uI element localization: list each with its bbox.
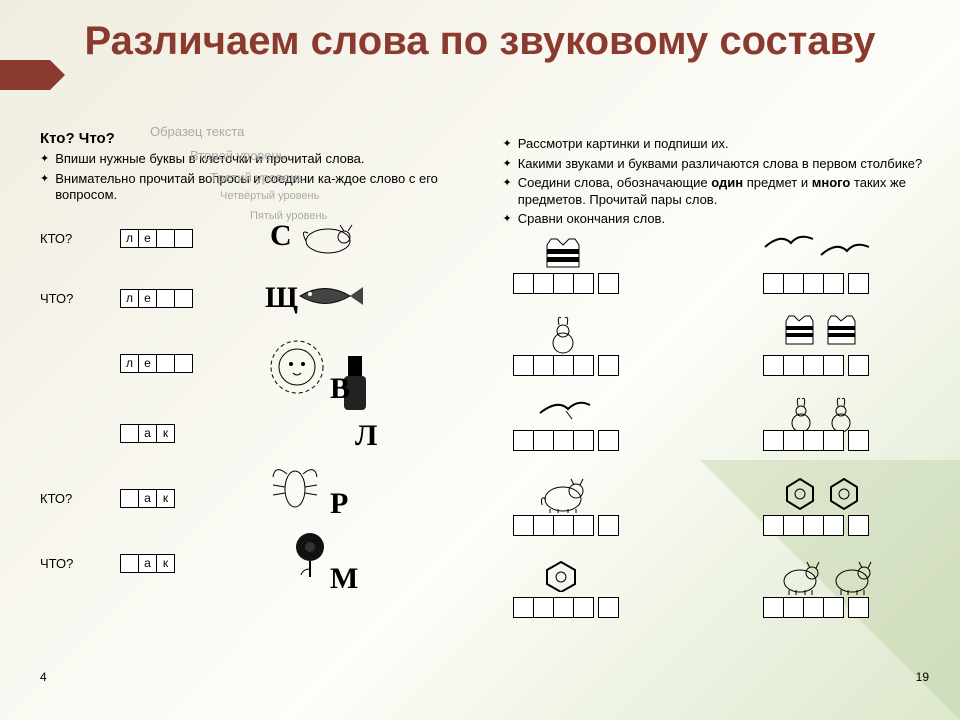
instruction-line: ✦Впиши нужные буквы в клеточки и прочита… — [40, 151, 473, 169]
letter-boxes[interactable]: ле — [120, 229, 193, 248]
hint-letter: Щ — [265, 281, 298, 315]
letter-boxes[interactable]: ле — [120, 354, 193, 373]
seagull-icon — [538, 395, 593, 428]
page-number-right: 19 — [916, 670, 929, 684]
nut-icon — [543, 560, 579, 595]
left-column: Образец текста Второй уровень Третий уро… — [40, 130, 473, 694]
letter-boxes[interactable]: ле — [120, 289, 193, 308]
question-word: ЧТО? — [40, 556, 73, 571]
content-columns: Образец текста Второй уровень Третий уро… — [0, 130, 960, 694]
arrow-marker-icon — [0, 60, 50, 90]
question-word: ЧТО? — [40, 291, 73, 306]
huskies-icon — [778, 555, 878, 600]
crayfish-icon — [265, 459, 325, 517]
page-number-left: 4 — [40, 670, 47, 684]
answer-boxes[interactable] — [513, 355, 619, 376]
right-column: ✦Рассмотри картинки и подпиши их. ✦Какими… — [503, 130, 936, 694]
answer-boxes[interactable] — [763, 515, 869, 536]
page-title: Различаем слова по звуковому составу — [0, 18, 960, 64]
lion-icon — [265, 339, 330, 402]
instruction-line: ✦Рассмотри картинки и подпиши их. — [503, 136, 936, 154]
fox-icon — [300, 219, 360, 262]
hint-letter: В — [330, 372, 350, 406]
instruction-line: ✦Соедини слова, обозначающие один предме… — [503, 175, 936, 209]
left-heading: Кто? Что? — [40, 130, 473, 147]
instruction-line: ✦Внимательно прочитай вопросы и соедини … — [40, 171, 473, 205]
answer-boxes[interactable] — [513, 273, 619, 294]
left-exercise: КТО? ле С ЧТО? ле Щле Вак Л КТО? ак Р ЧТО? ак М — [40, 214, 473, 694]
right-instructions: ✦Рассмотри картинки и подпиши их. ✦Какими… — [503, 136, 936, 229]
instruction-line: ✦Какими звуками и буквами различаются сл… — [503, 156, 936, 174]
answer-boxes[interactable] — [763, 430, 869, 451]
nuts-icon — [783, 477, 863, 514]
answer-boxes[interactable] — [763, 355, 869, 376]
letter-boxes[interactable]: ак — [120, 554, 175, 573]
poppy-icon — [285, 529, 335, 582]
shirt-icon — [543, 235, 583, 273]
answer-boxes[interactable] — [513, 430, 619, 451]
hint-letter: М — [330, 562, 358, 596]
answer-boxes[interactable] — [513, 515, 619, 536]
shirts-icon — [783, 310, 863, 353]
letter-boxes[interactable]: ак — [120, 489, 175, 508]
answer-boxes[interactable] — [513, 597, 619, 618]
letter-boxes[interactable]: ак — [120, 424, 175, 443]
hint-letter: С — [270, 219, 292, 253]
husky-icon — [538, 475, 588, 518]
fish-icon — [295, 279, 365, 317]
title-row: Различаем слова по звуковому составу — [0, 0, 960, 130]
question-word: КТО? — [40, 231, 72, 246]
seagulls-icon — [763, 227, 873, 270]
answer-boxes[interactable] — [763, 597, 869, 618]
right-exercise — [503, 235, 936, 675]
left-instructions: ✦Впиши нужные буквы в клеточки и прочита… — [40, 151, 473, 204]
answer-boxes[interactable] — [763, 273, 869, 294]
question-word: КТО? — [40, 491, 72, 506]
hint-letter: Л — [355, 419, 377, 453]
hint-letter: Р — [330, 487, 348, 521]
